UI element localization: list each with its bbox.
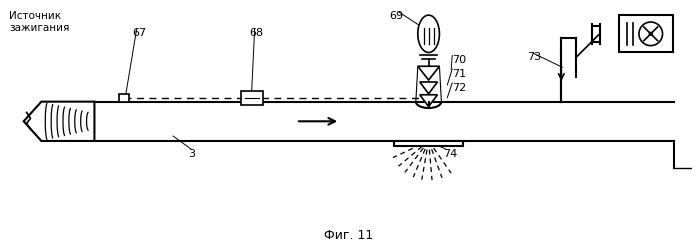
Bar bbox=[619, 15, 674, 53]
Polygon shape bbox=[419, 95, 438, 106]
Text: 3: 3 bbox=[188, 149, 195, 159]
Text: 72: 72 bbox=[452, 83, 466, 93]
Text: 73: 73 bbox=[527, 53, 541, 62]
Ellipse shape bbox=[649, 32, 652, 35]
Text: 71: 71 bbox=[452, 69, 466, 79]
Polygon shape bbox=[419, 82, 438, 94]
Polygon shape bbox=[418, 66, 440, 80]
Text: 67: 67 bbox=[132, 28, 146, 38]
Ellipse shape bbox=[639, 22, 662, 46]
Text: 70: 70 bbox=[452, 55, 466, 65]
Bar bbox=[119, 94, 129, 102]
Polygon shape bbox=[24, 102, 94, 141]
Text: 68: 68 bbox=[250, 28, 264, 38]
Text: 74: 74 bbox=[443, 149, 458, 159]
Text: 69: 69 bbox=[389, 11, 403, 21]
Ellipse shape bbox=[418, 15, 440, 53]
Bar bbox=[394, 141, 463, 146]
Text: Фиг. 11: Фиг. 11 bbox=[325, 229, 373, 242]
Bar bbox=[241, 91, 262, 104]
Text: Источник
зажигания: Источник зажигания bbox=[9, 11, 69, 33]
